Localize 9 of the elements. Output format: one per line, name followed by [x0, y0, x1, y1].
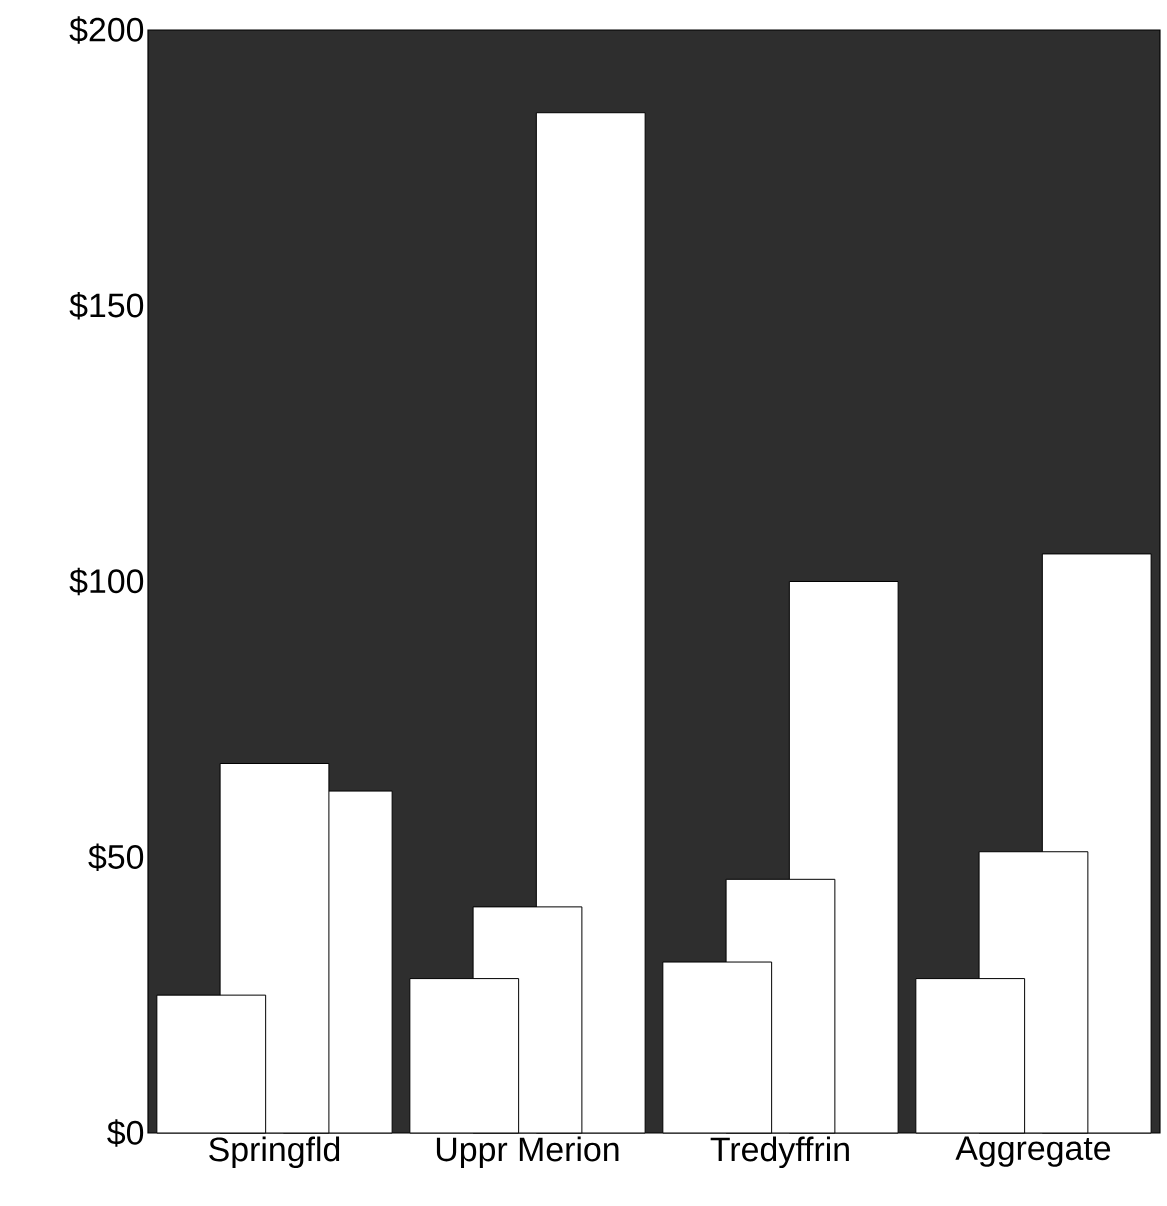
x-tick-label: Aggregate: [955, 1136, 1111, 1167]
x-tick-label: Tredyffrin: [710, 1136, 849, 1169]
y-tick-label: $150: [69, 292, 144, 320]
y-tick-label: $100: [69, 567, 144, 596]
y-tick-label: $50: [88, 843, 144, 871]
x-tick-label: Springfld: [209, 1136, 340, 1169]
y-tick-label: $200: [69, 16, 144, 44]
y-tick-label: $0: [107, 1119, 144, 1147]
x-tick-label: Uppr Merion: [436, 1136, 619, 1169]
